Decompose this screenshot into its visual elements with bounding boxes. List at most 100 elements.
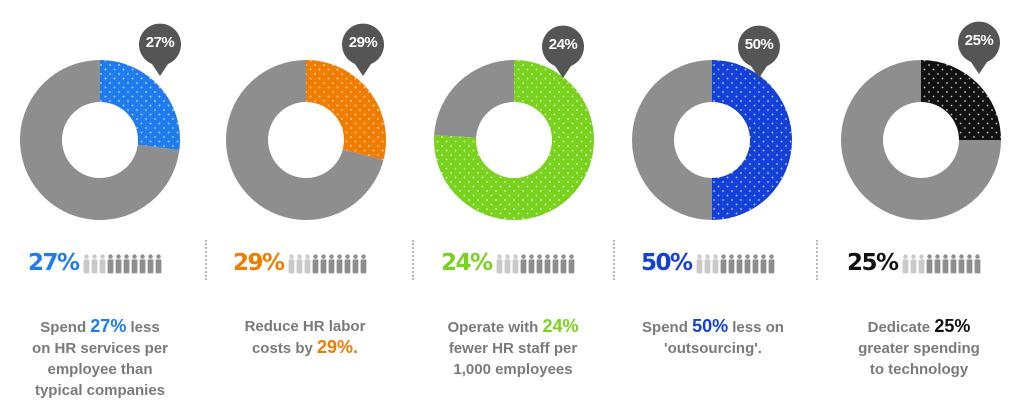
callout-marker: 24% [542,25,584,78]
caption-text: Operate with [447,319,543,336]
person-icon [704,254,710,274]
divider [412,240,414,280]
person-icon [336,254,342,274]
caption-text: to technology [869,361,969,378]
callout-marker: 27% [138,23,182,76]
person-icon [918,254,924,274]
person-icon [528,254,534,274]
person-icon [910,254,916,274]
person-icon [752,254,758,274]
stat-value: 27% [28,250,80,276]
donut-chart: 24% [434,25,594,220]
people-icon-row [83,252,162,274]
person-icon [536,254,542,274]
person-icon [966,254,972,274]
callout-label: 24% [549,36,578,53]
person-icon [344,254,350,274]
divider [816,240,818,280]
person-icon [115,254,121,274]
person-icon [736,254,742,274]
donut-ring [434,60,594,220]
person-icon [902,254,908,274]
person-icon [131,254,137,274]
caption: Reduce HR labor costs by 29%. [215,316,395,359]
callout-pin [542,25,584,78]
person-icon [504,254,510,274]
donut-ring [841,60,1001,220]
person-icon [560,254,566,274]
callout-marker: 25% [958,21,1000,75]
stat-value: 24% [441,250,493,276]
donut-chart: 29% [226,23,386,220]
person-icon [544,254,550,274]
callout-label: 25% [965,32,994,49]
callout-marker: 50% [738,25,780,78]
person-icon [99,254,105,274]
donut-slice-rest [632,60,712,220]
caption-highlight: 29%. [317,337,359,357]
panel-outsourcing: 50% 50% Spend 50% less on 'outsourcing'. [613,0,818,408]
callout-pin [138,23,182,76]
caption: Spend 27% less on HR services per employ… [10,316,190,401]
caption-text: costs by [251,340,317,357]
panel-hr-labor: 29% 29% Reduce HR labor costs by 29%. [205,0,410,408]
donut-ring [632,60,792,220]
person-icon [304,254,310,274]
caption: Operate with 24% fewer HR staff per 1,00… [423,316,603,380]
person-icon [926,254,932,274]
person-icon [352,254,358,274]
person-icon [147,254,153,274]
person-icon [958,254,964,274]
person-icon [712,254,718,274]
caption-highlight: 25% [934,316,971,336]
person-icon [288,254,294,274]
caption-text: less [126,319,160,336]
person-icon [312,254,318,274]
person-icon [696,254,702,274]
caption-text: Spend [642,319,693,336]
person-icon [123,254,129,274]
person-icon [496,254,502,274]
caption-highlight: 24% [542,316,579,336]
stat-row: 50% [641,246,775,280]
person-icon [512,254,518,274]
person-icon [91,254,97,274]
person-icon [728,254,734,274]
person-icon [974,254,980,274]
people-icon-row [288,252,367,274]
person-icon [320,254,326,274]
stat-row: 25% [847,246,981,280]
panel-hr-services: 27% 27% Spend 27% less on HR services pe… [0,0,205,408]
donut-chart: 25% [841,21,1001,220]
person-icon [328,254,334,274]
stat-row: 27% [28,246,162,280]
person-icon [768,254,774,274]
callout-label: 29% [349,34,378,51]
person-icon [107,254,113,274]
caption: Dedicate 25% greater spending to technol… [829,316,1009,380]
donut-slice-rest [841,60,1001,220]
person-icon [360,254,366,274]
donut-chart: 50% [632,25,792,220]
stat-value: 50% [641,250,693,276]
callout-label: 50% [745,36,774,53]
person-icon [744,254,750,274]
person-icon [950,254,956,274]
caption-highlight: 27% [90,316,127,336]
donut-slice-rest [226,60,384,220]
stat-row: 24% [441,246,575,280]
person-icon [520,254,526,274]
person-icon [155,254,161,274]
caption-text: Spend [40,319,91,336]
donut-slice-highlight [434,60,594,220]
person-icon [942,254,948,274]
caption-text: fewer HR staff per [448,340,578,357]
donut-slice-rest [434,60,514,138]
stat-row: 29% [233,246,367,280]
person-icon [83,254,89,274]
donut-ring [226,60,386,220]
caption-text: on HR services per [32,340,168,357]
caption-text: typical companies [34,382,166,399]
callout-marker: 29% [342,23,384,77]
